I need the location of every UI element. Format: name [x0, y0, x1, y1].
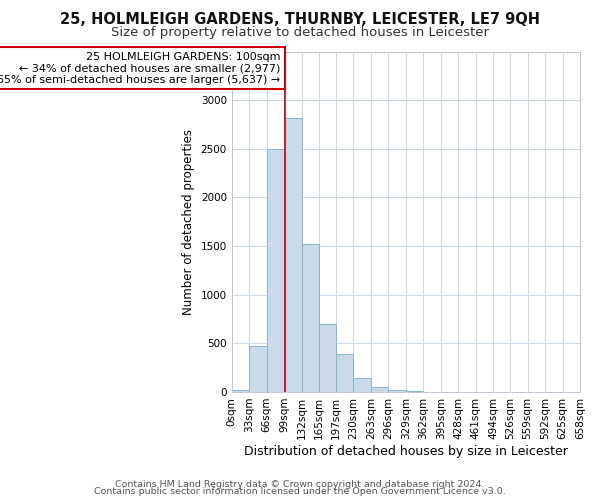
Bar — [353, 378, 371, 392]
Bar — [388, 390, 406, 392]
Text: 25, HOLMLEIGH GARDENS, THURNBY, LEICESTER, LE7 9QH: 25, HOLMLEIGH GARDENS, THURNBY, LEICESTE… — [60, 12, 540, 28]
Text: Contains public sector information licensed under the Open Government Licence v3: Contains public sector information licen… — [94, 488, 506, 496]
Bar — [266, 149, 284, 392]
Bar — [302, 244, 319, 392]
Bar — [336, 354, 353, 392]
Text: Contains HM Land Registry data © Crown copyright and database right 2024.: Contains HM Land Registry data © Crown c… — [115, 480, 485, 489]
X-axis label: Distribution of detached houses by size in Leicester: Distribution of detached houses by size … — [244, 444, 568, 458]
Y-axis label: Number of detached properties: Number of detached properties — [182, 128, 195, 314]
Text: 25 HOLMLEIGH GARDENS: 100sqm
← 34% of detached houses are smaller (2,977)
65% of: 25 HOLMLEIGH GARDENS: 100sqm ← 34% of de… — [0, 52, 281, 84]
Bar — [284, 118, 302, 392]
Bar — [249, 346, 266, 392]
Bar — [232, 390, 249, 392]
Bar — [371, 386, 388, 392]
Bar — [319, 324, 336, 392]
Text: Size of property relative to detached houses in Leicester: Size of property relative to detached ho… — [111, 26, 489, 39]
